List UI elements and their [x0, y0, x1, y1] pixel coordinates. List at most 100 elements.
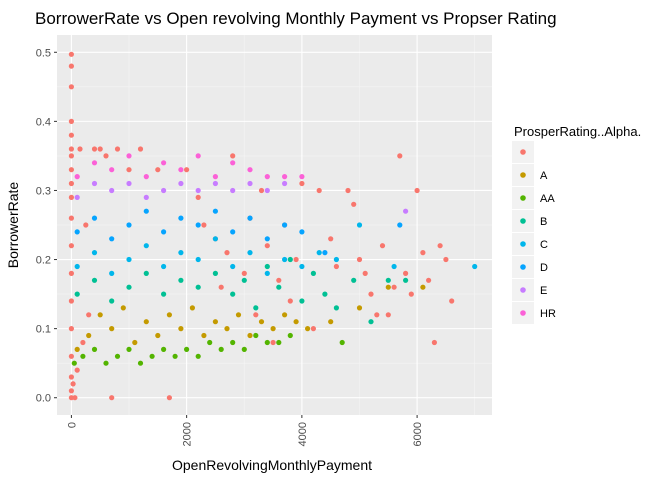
data-point [109, 326, 115, 332]
data-point [247, 167, 253, 173]
data-point [68, 388, 74, 394]
data-point [114, 353, 121, 359]
data-point [247, 250, 253, 256]
data-point [91, 215, 98, 221]
data-point [218, 284, 224, 290]
data-point [97, 146, 103, 152]
data-point [126, 167, 132, 173]
legend-swatch [520, 310, 526, 316]
data-point [362, 270, 368, 276]
data-point [264, 263, 270, 270]
x-tick-label: 2000 [182, 422, 194, 446]
x-tick-label: 6000 [412, 422, 424, 446]
data-point [212, 236, 218, 242]
data-point [68, 215, 74, 221]
data-point [253, 305, 259, 311]
data-point [431, 339, 437, 346]
data-point [385, 277, 391, 283]
data-point [270, 326, 276, 332]
data-point [109, 236, 115, 242]
data-point [103, 153, 109, 159]
data-point [258, 319, 265, 325]
data-point [299, 298, 305, 304]
data-point [109, 270, 115, 276]
data-point [310, 326, 316, 332]
data-point [68, 353, 74, 359]
data-point [161, 291, 167, 297]
data-point [178, 180, 184, 187]
data-point [195, 256, 201, 263]
data-point [333, 263, 339, 270]
data-point [287, 332, 293, 339]
data-point [91, 146, 98, 152]
data-point [201, 332, 207, 339]
data-point [80, 353, 86, 359]
data-point [230, 187, 236, 194]
x-tick-label: 4000 [297, 422, 309, 446]
data-point [472, 263, 478, 270]
data-point [68, 84, 74, 90]
data-point [126, 222, 132, 228]
series-D [74, 208, 403, 256]
data-point [189, 305, 195, 311]
data-point [333, 256, 339, 263]
data-point [74, 367, 80, 373]
data-point [195, 353, 201, 359]
data-point [68, 167, 74, 173]
data-point [403, 277, 409, 283]
data-point [282, 256, 288, 263]
data-point [230, 339, 236, 346]
data-point [408, 291, 414, 297]
data-point [230, 153, 236, 159]
legend-label: D [540, 262, 548, 274]
data-point [161, 346, 167, 352]
data-point [264, 236, 270, 242]
data-point [282, 174, 288, 180]
data-point [212, 180, 218, 187]
data-point [264, 243, 270, 249]
data-point [184, 167, 190, 173]
x-axis-title: OpenRevolvingMonthlyPayment [172, 457, 372, 473]
data-point [68, 180, 74, 187]
data-point [91, 160, 98, 166]
data-point [299, 180, 305, 187]
y-tick-label: 0.5 [36, 47, 51, 59]
data-point [161, 263, 167, 270]
data-point [74, 229, 80, 235]
data-point [420, 284, 426, 290]
y-tick-label: 0.3 [36, 185, 51, 197]
data-point [224, 250, 230, 256]
data-point [68, 153, 74, 159]
data-point [155, 332, 161, 339]
data-point [71, 360, 77, 366]
data-point [184, 346, 190, 352]
legend-swatch [520, 241, 526, 247]
data-point [287, 256, 293, 263]
data-point [143, 243, 149, 249]
data-point [178, 277, 184, 283]
legend-label: A [540, 170, 548, 182]
data-point [83, 222, 89, 228]
data-point [212, 174, 218, 180]
legend-swatch [520, 287, 526, 293]
data-point [253, 312, 259, 318]
data-point [230, 229, 236, 235]
data-point [356, 305, 363, 311]
data-point [322, 291, 328, 297]
data-point [276, 284, 282, 290]
data-point [68, 194, 74, 200]
data-point [178, 326, 184, 332]
data-point [77, 146, 83, 152]
legend-swatch [520, 264, 526, 270]
data-point [126, 346, 132, 352]
data-point [264, 339, 270, 346]
legend-entry: C [512, 233, 548, 255]
series-E [74, 180, 409, 214]
data-point [443, 256, 449, 263]
data-point [86, 312, 92, 318]
data-point [299, 263, 305, 270]
legend-entry: AA [512, 187, 555, 209]
y-axis-title: BorrowerRate [5, 182, 21, 269]
data-point [293, 319, 299, 325]
data-point [420, 250, 426, 256]
